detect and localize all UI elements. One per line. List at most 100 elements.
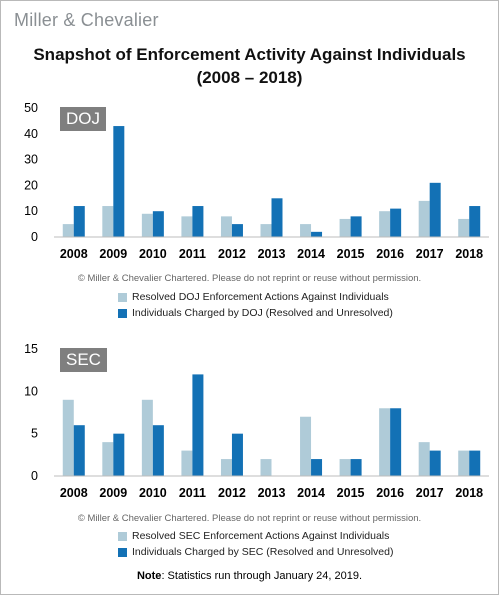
doj-x-tick-label: 2017 (416, 247, 444, 261)
sec-x-tick-label: 2011 (179, 486, 206, 500)
sec-copyright-footnote: © Miller & Chevalier Chartered. Please d… (77, 513, 422, 524)
doj-y-tick-label: 40 (24, 127, 38, 141)
sec-legend-item-charged: Individuals Charged by SEC (Resolved and… (118, 544, 393, 560)
doj-bar-charged (271, 198, 283, 237)
sec-bar-resolved (458, 450, 470, 476)
doj-y-tick-label: 10 (24, 204, 38, 218)
sec-x-tick-label: 2013 (258, 486, 286, 500)
legend-swatch-dark (118, 547, 127, 557)
doj-bar-charged (311, 231, 323, 237)
sec-bar-resolved (62, 399, 74, 476)
doj-bar-resolved (418, 200, 430, 237)
legend-swatch-dark (118, 308, 127, 318)
chart-title-line2: (2008 – 2018) (196, 68, 303, 87)
doj-bar-resolved (458, 218, 470, 237)
sec-x-tick-label: 2008 (60, 486, 88, 500)
legend-label: Individuals Charged by DOJ (Resolved and… (132, 307, 393, 319)
sec-x-tick-label: 2010 (139, 486, 167, 500)
doj-bar-resolved (379, 211, 391, 237)
sec-bar-charged (192, 374, 204, 476)
doj-x-tick-label: 2015 (337, 247, 365, 261)
doj-x-tick-label: 2012 (218, 247, 246, 261)
chart-title-line1: Snapshot of Enforcement Activity Against… (33, 45, 466, 64)
doj-copyright-footnote: © Miller & Chevalier Chartered. Please d… (77, 273, 422, 284)
sec-bar-charged (469, 450, 481, 476)
doj-y-tick-label: 50 (24, 101, 38, 115)
sec-panel-label: SEC (60, 348, 107, 372)
doj-bar-resolved (102, 206, 114, 237)
doj-bar-charged (469, 206, 481, 237)
sec-bar-charged (73, 425, 85, 476)
sec-bar-charged (429, 450, 441, 476)
sec-bar-resolved (379, 408, 391, 476)
doj-bar-charged (113, 126, 125, 237)
sec-y-tick-label: 0 (31, 469, 38, 483)
doj-panel-label: DOJ (60, 107, 106, 131)
doj-bar-charged (231, 224, 243, 237)
doj-x-tick-label: 2018 (455, 247, 483, 261)
doj-bar-charged (73, 206, 85, 237)
sec-y-tick-label: 5 (31, 427, 38, 441)
doj-bar-resolved (181, 216, 193, 237)
legend-label: Resolved SEC Enforcement Actions Against… (132, 530, 390, 542)
sec-y-tick-label: 15 (24, 342, 38, 356)
sec-bar-resolved (300, 416, 312, 476)
sec-bar-charged (152, 425, 164, 476)
company-logo: Miller & Chevalier (14, 10, 159, 30)
doj-legend: Resolved DOJ Enforcement Actions Against… (118, 289, 393, 321)
legend-label: Individuals Charged by SEC (Resolved and… (132, 546, 394, 558)
doj-x-tick-label: 2016 (376, 247, 404, 261)
note-text: Note: Statistics run through January 24,… (0, 570, 499, 582)
sec-bar-charged (311, 459, 323, 476)
sec-bar-chart: 0 5 10 15 2008 2009 2010 2011 2012 2013 2014 2015 20… (24, 342, 489, 500)
sec-legend-item-resolved: Resolved SEC Enforcement Actions Against… (118, 528, 393, 544)
doj-x-tick-label: 2014 (297, 247, 325, 261)
sec-x-tick-label: 2015 (337, 486, 365, 500)
sec-bar-resolved (339, 459, 351, 476)
doj-y-tick-label: 0 (31, 230, 38, 244)
sec-bar-charged (231, 433, 243, 476)
doj-bar-resolved (62, 224, 74, 237)
doj-bar-resolved (260, 224, 272, 237)
legend-label: Resolved DOJ Enforcement Actions Against… (132, 291, 389, 303)
doj-legend-item-resolved: Resolved DOJ Enforcement Actions Against… (118, 289, 393, 305)
doj-y-tick-label: 20 (24, 178, 38, 192)
doj-x-tick-label: 2008 (60, 247, 88, 261)
doj-bar-charged (429, 182, 441, 237)
doj-bar-resolved (220, 216, 232, 237)
sec-bar-resolved (220, 459, 232, 476)
doj-bar-charged (390, 208, 402, 237)
sec-bar-resolved (181, 450, 193, 476)
sec-x-tick-label: 2017 (416, 486, 444, 500)
sec-bar-resolved (102, 442, 114, 476)
sec-bar-charged (390, 408, 402, 476)
doj-x-tick-label: 2010 (139, 247, 167, 261)
sec-x-tick-label: 2012 (218, 486, 246, 500)
sec-x-tick-label: 2014 (297, 486, 325, 500)
doj-bar-resolved (339, 218, 351, 237)
doj-bar-resolved (300, 224, 312, 237)
doj-legend-item-charged: Individuals Charged by DOJ (Resolved and… (118, 305, 393, 321)
doj-x-tick-label: 2011 (179, 247, 206, 261)
sec-bar-resolved (260, 459, 272, 476)
legend-swatch-light (118, 292, 127, 302)
doj-x-tick-label: 2013 (258, 247, 286, 261)
legend-swatch-light (118, 531, 127, 541)
sec-bar-resolved (418, 442, 430, 476)
doj-bar-charged (152, 211, 164, 237)
sec-x-tick-label: 2009 (99, 486, 127, 500)
sec-bar-charged (113, 433, 125, 476)
doj-bar-resolved (141, 213, 153, 237)
doj-bar-charged (192, 206, 204, 237)
doj-x-tick-label: 2009 (99, 247, 127, 261)
sec-bar-resolved (141, 399, 153, 476)
note-body: : Statistics run through January 24, 201… (161, 570, 362, 582)
sec-legend: Resolved SEC Enforcement Actions Against… (118, 528, 393, 560)
note-label: Note (136, 570, 162, 582)
doj-bar-chart: 0 10 20 30 40 50 2008 2009 2010 2011 2012 2013 2014 2… (24, 101, 489, 261)
sec-x-tick-label: 2018 (455, 486, 483, 500)
doj-y-tick-label: 30 (24, 153, 38, 167)
sec-x-tick-label: 2016 (376, 486, 404, 500)
sec-y-tick-label: 10 (24, 384, 38, 398)
doj-bar-charged (350, 216, 362, 237)
